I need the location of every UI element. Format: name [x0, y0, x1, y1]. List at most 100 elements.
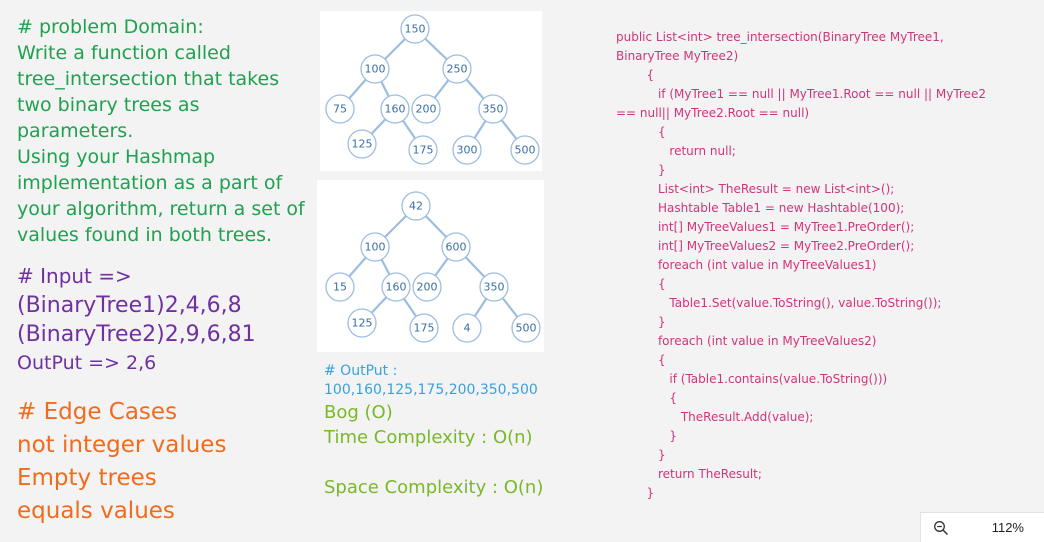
tree1-node: 75	[325, 94, 355, 124]
code-line: == null|| MyTree2.Root == null)	[616, 106, 810, 120]
svg-text:4: 4	[464, 322, 471, 335]
code-line: TheResult.Add(value);	[616, 410, 814, 424]
tree1-svg: 150 100 250 75 160 200 350 125 175 300 5…	[325, 14, 540, 165]
tree2-node: 100	[360, 232, 390, 262]
edge-line: equals values	[17, 498, 175, 524]
code-line: Table1.Set(value.ToString(), value.ToStr…	[616, 296, 942, 310]
code-line: {	[616, 391, 678, 405]
svg-text:160: 160	[385, 103, 406, 116]
tree1-node: 160	[380, 94, 410, 124]
tree1-node: 300	[452, 135, 482, 165]
code-line: Hashtable Table1 = new Hashtable(100);	[616, 201, 905, 215]
zoom-level: 112%	[991, 520, 1024, 535]
edge-cases: # Edge Cases not integer values Empty tr…	[17, 396, 317, 528]
problem-line: # problem Domain:	[17, 16, 204, 38]
code-line: int[] MyTreeValues1 = MyTree1.PreOrder()…	[616, 220, 915, 234]
io-line: # Input =>	[17, 264, 132, 288]
tree2-svg: 42 100 600 15 160 200 350 125 175 4 500	[325, 191, 541, 343]
space-complexity: Space Complexity : O(n)	[324, 477, 544, 498]
svg-text:75: 75	[333, 103, 347, 116]
tree2-node: 200	[412, 272, 442, 302]
tree1-node: 200	[411, 94, 441, 124]
tree1-node: 250	[442, 54, 472, 84]
output-section: # OutPut : 100,160,125,175,200,350,500 B…	[324, 362, 564, 500]
problem-line: values found in both trees.	[17, 224, 273, 246]
code-line: {	[616, 125, 666, 139]
svg-text:150: 150	[405, 23, 426, 36]
code-line: }	[616, 429, 678, 443]
problem-line: Write a function called	[17, 42, 231, 64]
code-line: }	[616, 315, 666, 329]
tree1-node: 100	[360, 54, 390, 84]
tree1-node: 150	[400, 14, 430, 44]
svg-text:200: 200	[417, 281, 438, 294]
code-line: }	[616, 486, 655, 500]
code-line: public List<int> tree_intersection(Binar…	[616, 30, 944, 44]
zoom-out-icon[interactable]	[933, 520, 949, 536]
tree2-node: 15	[325, 272, 355, 302]
tree1-node: 500	[510, 135, 540, 165]
code-line: foreach (int value in MyTreeValues1)	[616, 258, 877, 272]
code-line: }	[616, 163, 666, 177]
problem-line: your algorithm, return a set of	[17, 198, 305, 220]
problem-line: tree_intersection that takes	[17, 68, 280, 90]
code-line: if (Table1.contains(value.ToString()))	[616, 372, 888, 386]
problem-line: implementation as a part of	[17, 172, 283, 194]
tree1-diagram: 150 100 250 75 160 200 350 125 175 300 5…	[320, 11, 542, 171]
svg-text:15: 15	[333, 281, 347, 294]
svg-text:350: 350	[483, 103, 504, 116]
tree1-node: 175	[408, 135, 438, 165]
tree2-node: 600	[441, 232, 471, 262]
tree2-node: 500	[511, 313, 541, 343]
svg-text:500: 500	[516, 322, 537, 335]
tree2-node: 4	[452, 313, 482, 343]
io-line: (BinaryTree1)2,4,6,8	[17, 293, 242, 318]
spacer	[324, 450, 564, 475]
svg-text:500: 500	[515, 144, 536, 157]
output-label: # OutPut :	[324, 363, 398, 379]
svg-text:100: 100	[365, 63, 386, 76]
svg-text:300: 300	[457, 144, 478, 157]
tree1-node: 350	[478, 94, 508, 124]
tree1-node: 125	[347, 129, 377, 159]
edge-line: Empty trees	[17, 465, 157, 491]
code-line: List<int> TheResult = new List<int>();	[616, 182, 895, 196]
output-values: 100,160,125,175,200,350,500	[324, 382, 538, 398]
svg-text:160: 160	[386, 281, 407, 294]
svg-text:100: 100	[365, 241, 386, 254]
svg-text:250: 250	[447, 63, 468, 76]
tree2-node: 42	[401, 191, 431, 221]
code-line: if (MyTree1 == null || MyTree1.Root == n…	[616, 87, 986, 101]
svg-text:350: 350	[484, 281, 505, 294]
code-line: BinaryTree MyTree2)	[616, 49, 739, 63]
io-line: OutPut => 2,6	[17, 352, 157, 374]
code-line: int[] MyTreeValues2 = MyTree2.PreOrder()…	[616, 239, 915, 253]
code-line: {	[616, 68, 655, 82]
svg-text:600: 600	[446, 241, 467, 254]
svg-text:175: 175	[413, 144, 434, 157]
svg-text:125: 125	[352, 138, 373, 151]
bog-label: Bog (O)	[324, 402, 393, 423]
code-snippet: public List<int> tree_intersection(Binar…	[616, 28, 1041, 503]
code-line: {	[616, 353, 666, 367]
tree2-node: 125	[347, 308, 377, 338]
tree2-node: 350	[479, 272, 509, 302]
edge-line: # Edge Cases	[17, 399, 178, 425]
problem-line: parameters.	[17, 120, 134, 142]
svg-text:125: 125	[352, 317, 373, 330]
code-line: return null;	[616, 144, 736, 158]
problem-line: two binary trees as	[17, 94, 200, 116]
code-line: }	[616, 448, 666, 462]
tree2-node: 175	[409, 313, 439, 343]
time-complexity: Time Complexity : O(n)	[324, 427, 533, 448]
code-line: return TheResult;	[616, 467, 762, 481]
problem-domain: # problem Domain: Write a function calle…	[17, 14, 317, 248]
tree2-node: 160	[381, 272, 411, 302]
edge-line: not integer values	[17, 432, 227, 458]
code-line: foreach (int value in MyTreeValues2)	[616, 334, 877, 348]
svg-text:42: 42	[409, 200, 423, 213]
tree2-diagram: 42 100 600 15 160 200 350 125 175 4 500	[317, 180, 544, 352]
io-line: (BinaryTree2)2,9,6,81	[17, 322, 256, 347]
problem-line: Using your Hashmap	[17, 146, 216, 168]
